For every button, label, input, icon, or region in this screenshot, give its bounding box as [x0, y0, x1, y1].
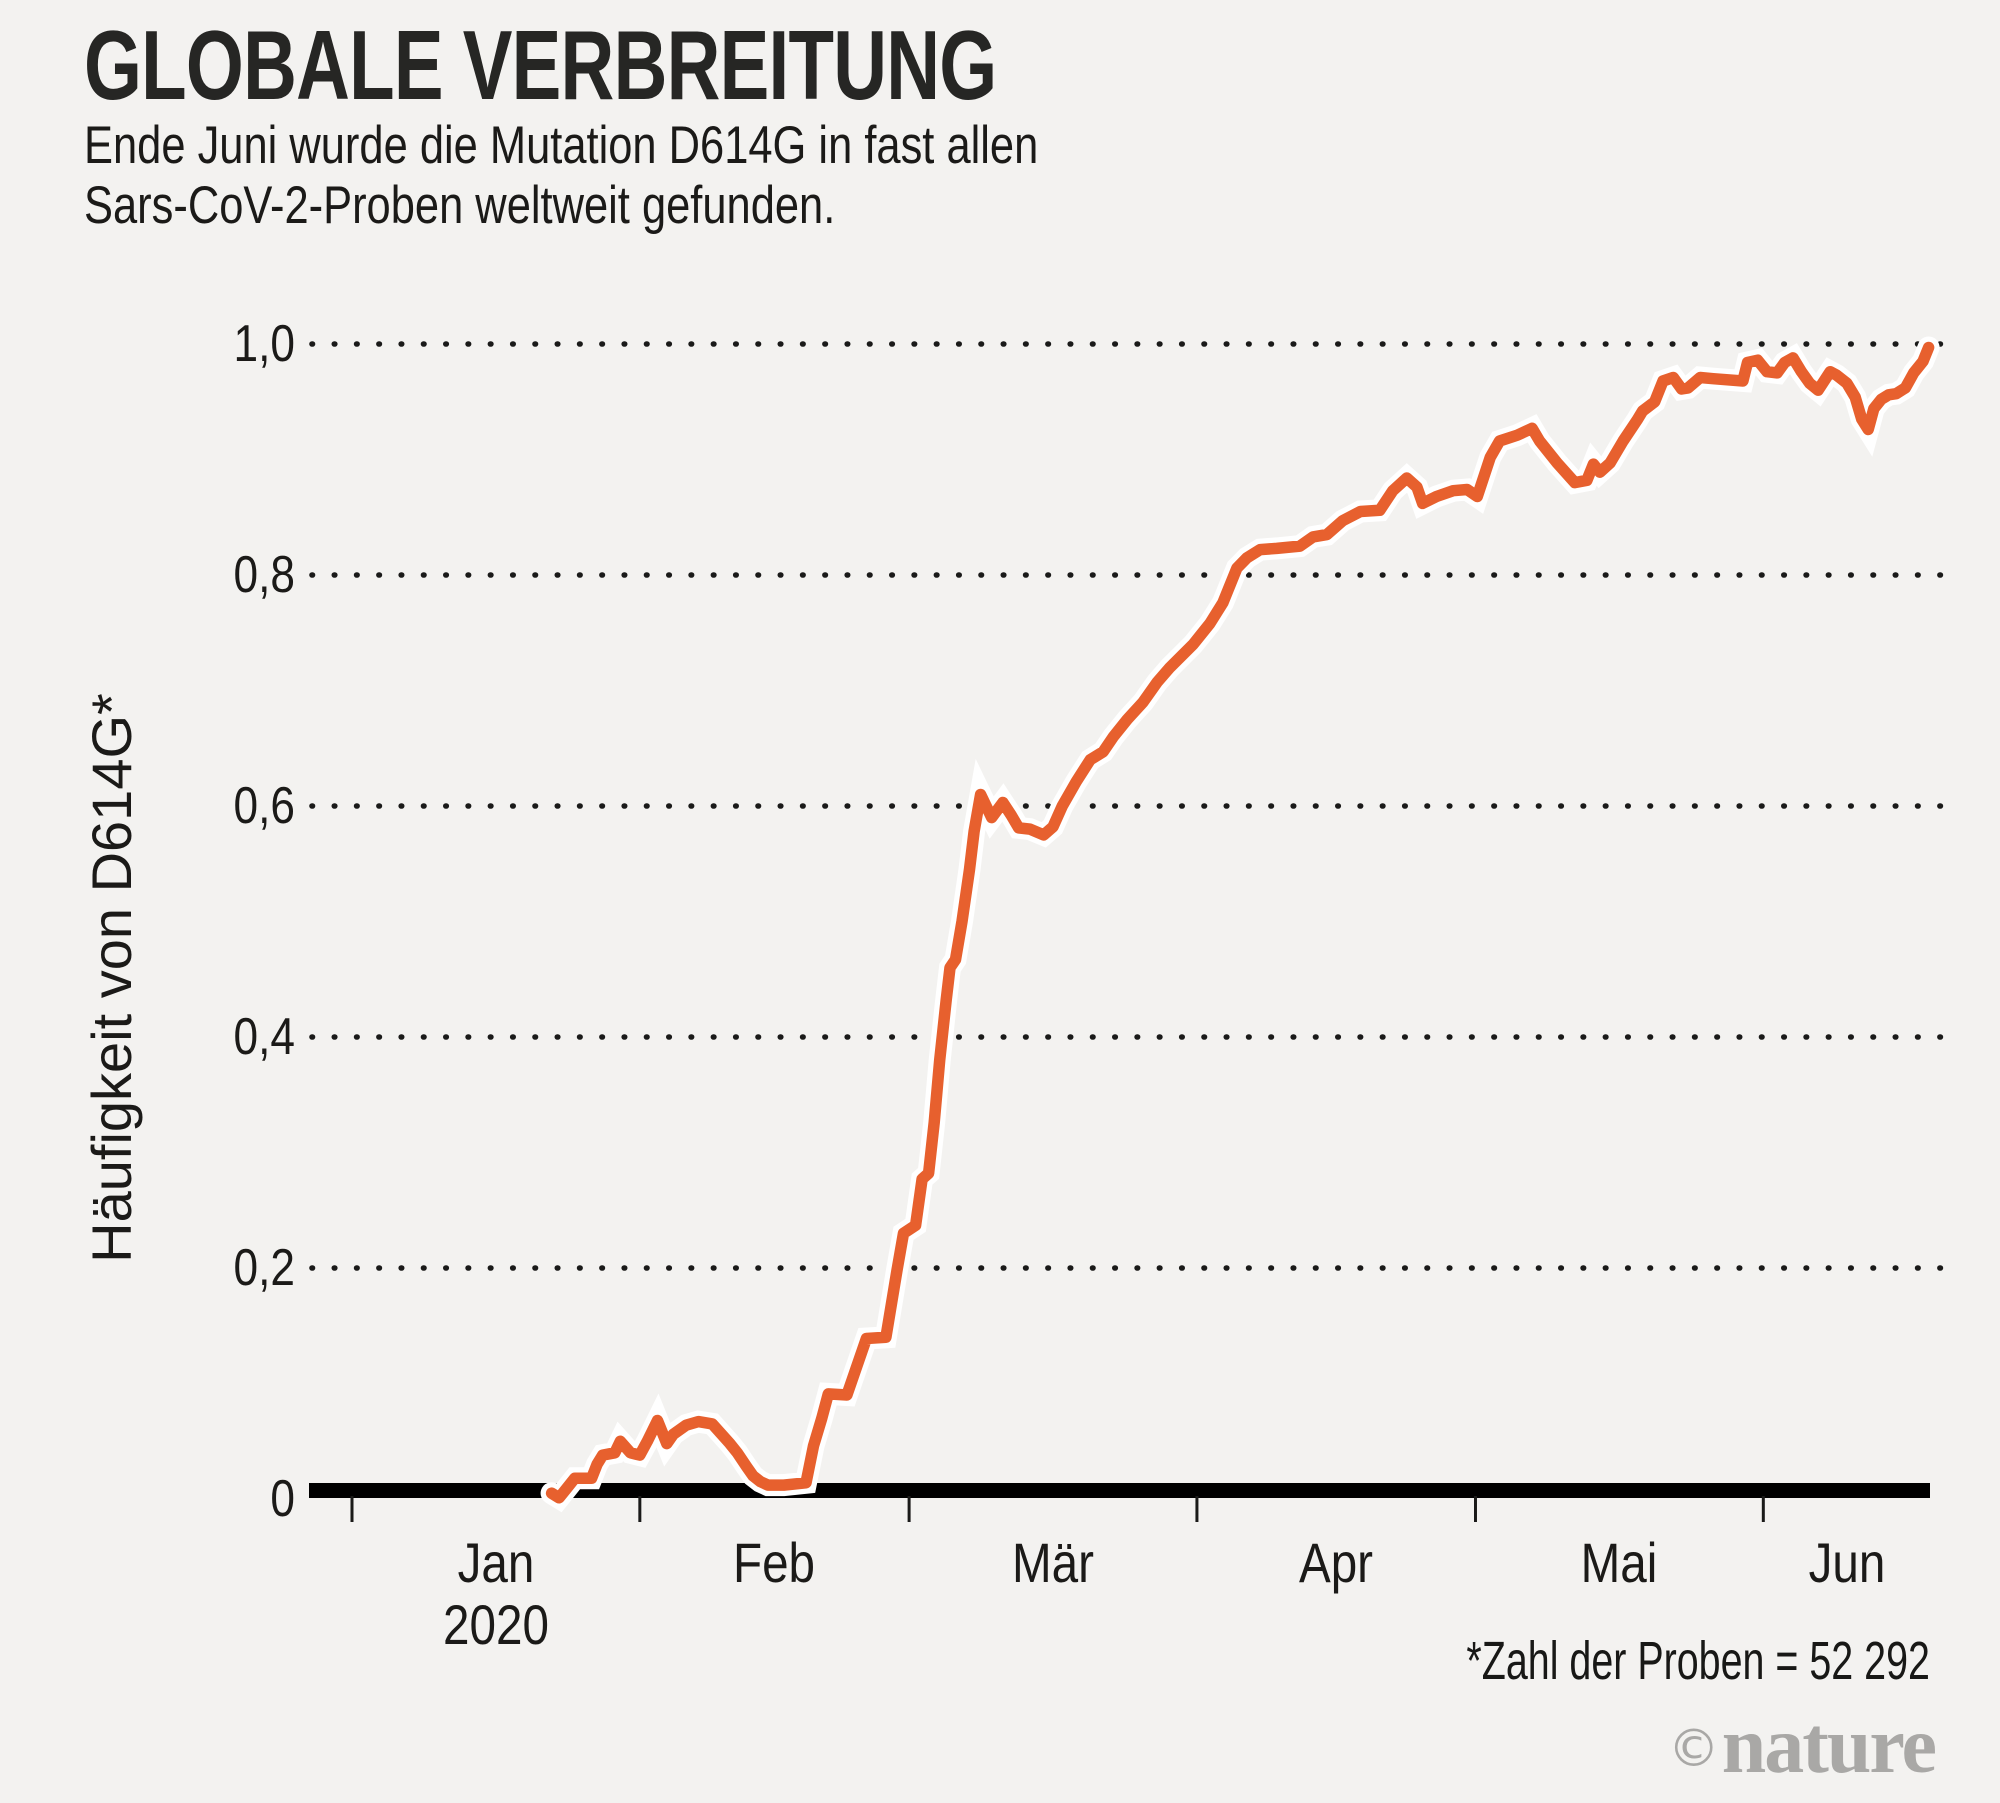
x-tick-label-Mai: Mai: [1509, 1532, 1730, 1652]
month-label: Jun: [1808, 1531, 1886, 1594]
y-tick-label-0,8: 0,8: [233, 546, 295, 604]
sample-count-footnote: *Zahl der Proben = 52 292: [1466, 1631, 1930, 1691]
x-tick-label-Jan: Jan 2020: [386, 1531, 607, 1656]
gridlines: [309, 341, 1947, 1271]
x-tick-label-Apr: Apr: [1226, 1532, 1447, 1652]
nature-wordmark: nature: [1721, 1702, 1937, 1790]
page-subtitle: Ende Juni wurde die Mutation D614G in fa…: [84, 116, 1038, 236]
x-axis-line: [309, 1483, 1930, 1498]
year-label: 2020: [443, 1593, 549, 1656]
nature-credit: ©nature: [1667, 1706, 1937, 1789]
copyright-icon: ©: [1667, 1719, 1722, 1779]
x-tick-label-Feb: Feb: [664, 1532, 885, 1652]
y-tick-label-0,2: 0,2: [233, 1239, 295, 1297]
d614g-frequency-line: [545, 341, 1935, 1504]
y-tick-label-0: 0: [270, 1470, 295, 1528]
x-tick-label-Jun: Jun: [1737, 1532, 1958, 1652]
y-tick-label-1,0: 1,0: [233, 315, 295, 373]
y-tick-label-0,6: 0,6: [233, 777, 295, 835]
month-label: Mär: [1012, 1531, 1094, 1594]
month-label: Apr: [1298, 1531, 1374, 1594]
page-title: GLOBALE VERBREITUNG: [84, 10, 997, 120]
subtitle-line-1: Ende Juni wurde die Mutation D614G in fa…: [84, 116, 1039, 175]
subtitle-line-2: Sars-CoV-2-Proben weltweit gefunden.: [84, 176, 836, 235]
month-label: Mai: [1580, 1531, 1658, 1594]
line-halo: [540, 336, 1940, 1513]
month-label: Feb: [732, 1531, 816, 1594]
x-axis-ticks: [350, 1496, 1765, 1522]
x-tick-label-Mär: Mär: [943, 1532, 1164, 1652]
month-label: Jan: [457, 1531, 535, 1594]
y-tick-label-0,4: 0,4: [233, 1008, 295, 1066]
